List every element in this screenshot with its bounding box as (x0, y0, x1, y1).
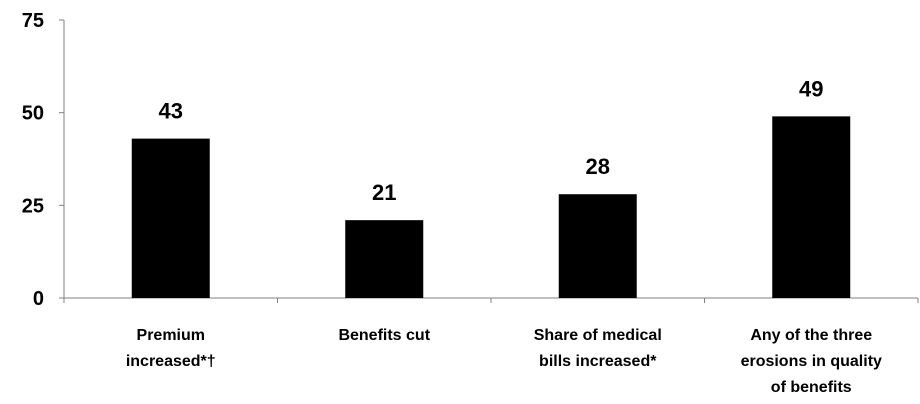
bar-value-label: 49 (799, 76, 823, 101)
x-category-label: Benefits cut (338, 327, 430, 344)
x-category-label-line: Benefits cut (338, 327, 430, 344)
x-category-label-line: erosions in quality (741, 353, 882, 370)
x-category-label: Any of the three erosions in quality of be… (741, 327, 882, 396)
bar (345, 220, 424, 298)
x-category-label: Share of medical bills increased* (534, 327, 662, 370)
y-tick-label: 0 (33, 288, 44, 310)
bar (131, 138, 210, 298)
x-category-label-line: of benefits (771, 379, 852, 396)
chart-labels: 43 Premium increased*† 21 Benefits cut 28 Shar… (126, 76, 882, 396)
bar-value-label: 21 (372, 180, 396, 205)
y-tick-label: 75 (22, 10, 44, 32)
x-category-label: Premium increased*† (126, 327, 216, 370)
bar-value-label: 43 (159, 99, 183, 124)
chart-bars (131, 116, 851, 298)
bar (772, 116, 851, 298)
x-category-label-line: Premium (137, 327, 205, 344)
x-category-label-line: Share of medical (534, 327, 662, 344)
x-category-label-line: increased*† (126, 353, 216, 370)
bar-value-label: 28 (586, 154, 610, 179)
x-category-label-line: bills increased* (539, 353, 657, 370)
y-tick-label: 50 (22, 103, 44, 125)
bar (558, 194, 637, 298)
y-tick-label: 25 (22, 195, 44, 217)
x-category-label-line: Any of the three (750, 327, 872, 344)
